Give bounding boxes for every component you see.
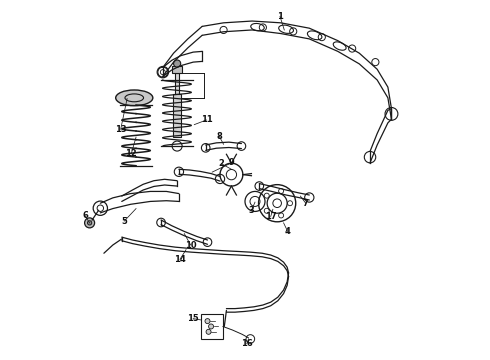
Text: 13: 13: [115, 125, 126, 134]
Text: 12: 12: [125, 149, 137, 158]
Circle shape: [209, 324, 214, 329]
Text: 17: 17: [265, 212, 276, 221]
Text: 15: 15: [187, 314, 199, 323]
Circle shape: [88, 221, 92, 225]
Text: 16: 16: [241, 339, 253, 348]
Bar: [175, 73, 179, 94]
Text: 10: 10: [185, 240, 196, 249]
Circle shape: [206, 329, 211, 334]
Text: 7: 7: [303, 199, 309, 208]
Text: 1: 1: [277, 12, 283, 21]
Text: 6: 6: [82, 211, 88, 220]
Bar: [201, 314, 223, 339]
Text: 14: 14: [174, 255, 186, 264]
Ellipse shape: [116, 90, 153, 106]
Circle shape: [173, 60, 181, 67]
Bar: [172, 66, 182, 73]
Text: 11: 11: [200, 116, 212, 125]
Text: 3: 3: [248, 206, 254, 215]
Text: 5: 5: [122, 217, 127, 226]
Circle shape: [85, 218, 95, 228]
Text: 2: 2: [219, 159, 225, 168]
Text: 9: 9: [228, 158, 234, 167]
Text: 8: 8: [217, 132, 222, 141]
Circle shape: [205, 319, 210, 324]
Bar: [173, 94, 181, 137]
Text: 4: 4: [285, 227, 291, 236]
